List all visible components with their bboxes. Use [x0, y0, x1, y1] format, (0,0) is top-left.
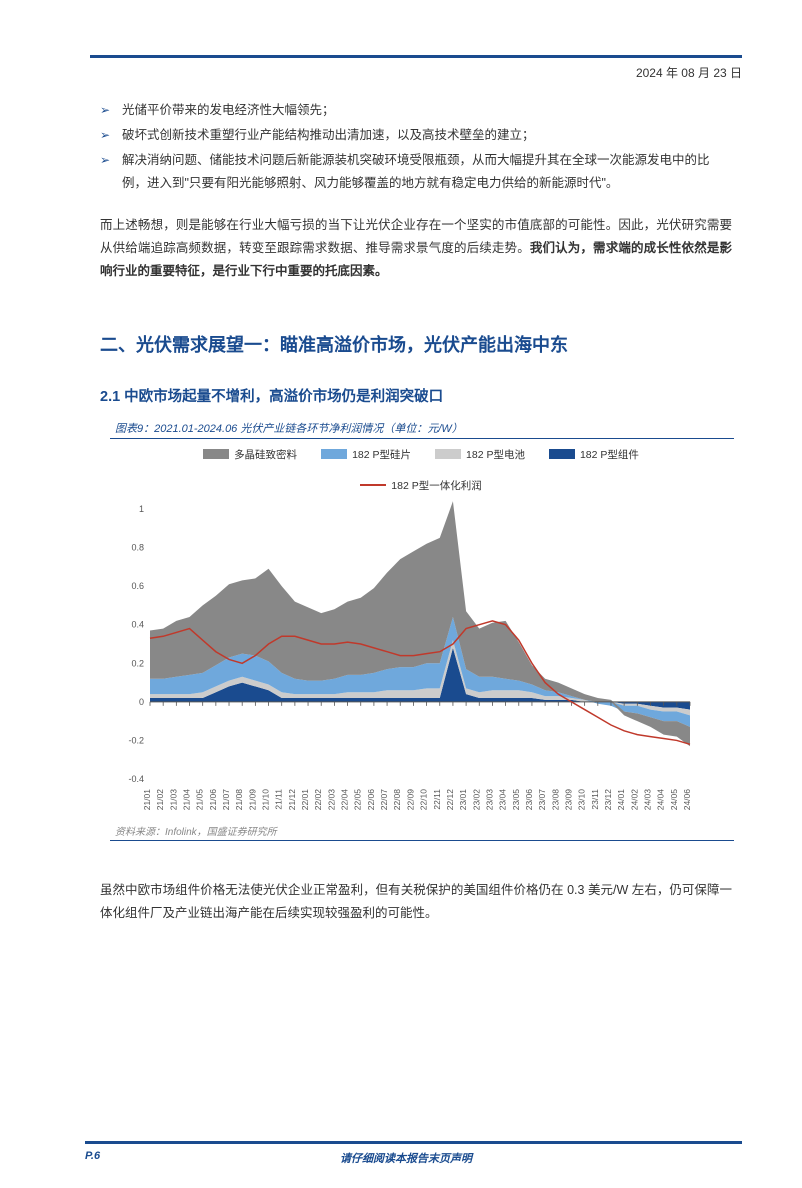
bullet-arrow-icon: ➢	[100, 99, 122, 121]
bullet-arrow-icon: ➢	[100, 124, 122, 146]
legend-swatch	[203, 449, 229, 459]
legend-label: 182 P型电池	[466, 447, 525, 462]
svg-text:21/06: 21/06	[208, 789, 218, 811]
bullet-item: ➢ 破坏式创新技术重塑行业产能结构推动出清加速，以及高技术壁垒的建立；	[100, 124, 732, 147]
legend-swatch	[360, 484, 386, 486]
svg-text:-0.2: -0.2	[128, 735, 144, 745]
legend-swatch	[321, 449, 347, 459]
svg-text:23/02: 23/02	[471, 789, 481, 811]
svg-text:24/05: 24/05	[669, 789, 679, 811]
svg-text:23/04: 23/04	[498, 789, 508, 811]
chart-caption-separator	[110, 438, 734, 439]
svg-text:-0.4: -0.4	[128, 774, 144, 784]
svg-text:23/05: 23/05	[511, 789, 521, 811]
legend-label: 182 P型硅片	[352, 447, 411, 462]
svg-text:23/09: 23/09	[563, 789, 573, 811]
svg-text:21/01: 21/01	[142, 789, 152, 811]
svg-text:23/12: 23/12	[603, 789, 613, 811]
svg-text:23/06: 23/06	[524, 789, 534, 811]
svg-text:24/01: 24/01	[616, 789, 626, 811]
chart-container: 多晶硅致密料 182 P型硅片 182 P型电池 182 P型组件 182 P型…	[110, 447, 732, 819]
svg-text:23/03: 23/03	[484, 789, 494, 811]
bullet-item: ➢ 光储平价带来的发电经济性大幅领先；	[100, 99, 732, 122]
svg-text:21/11: 21/11	[274, 789, 284, 810]
svg-text:23/07: 23/07	[537, 789, 547, 811]
legend-item: 182 P型电池	[435, 447, 525, 462]
header-date: 2024 年 08 月 23 日	[0, 64, 742, 81]
footer: P.6 请仔细阅读本报告末页声明	[0, 1150, 802, 1166]
intro-content: ➢ 光储平价带来的发电经济性大幅领先； ➢ 破坏式创新技术重塑行业产能结构推动出…	[100, 99, 732, 283]
svg-text:23/11: 23/11	[590, 789, 600, 810]
legend-item: 182 P型组件	[549, 447, 639, 462]
svg-text:22/12: 22/12	[445, 789, 455, 811]
footer-disclaimer: 请仔细阅读本报告末页声明	[340, 1150, 472, 1166]
svg-text:22/01: 22/01	[300, 789, 310, 811]
bullet-text: 解决消纳问题、储能技术问题后新能源装机突破环境受限瓶颈，从而大幅提升其在全球一次…	[122, 149, 732, 195]
svg-text:21/02: 21/02	[155, 789, 165, 811]
svg-text:22/02: 22/02	[313, 789, 323, 811]
page-number: P.6	[85, 1150, 100, 1166]
svg-text:0.8: 0.8	[131, 542, 144, 552]
svg-text:22/11: 22/11	[432, 789, 442, 810]
svg-text:0: 0	[139, 697, 144, 707]
svg-text:24/02: 24/02	[629, 789, 639, 811]
legend-label: 多晶硅致密料	[234, 447, 297, 462]
footer-spacer	[712, 1150, 742, 1166]
svg-text:23/01: 23/01	[458, 789, 468, 811]
svg-text:21/04: 21/04	[182, 789, 192, 811]
bullet-item: ➢ 解决消纳问题、储能技术问题后新能源装机突破环境受限瓶颈，从而大幅提升其在全球…	[100, 149, 732, 195]
svg-text:22/06: 22/06	[366, 789, 376, 811]
chart-source: 资料来源：Infolink，国盛证券研究所	[115, 823, 802, 838]
svg-text:22/09: 22/09	[405, 789, 415, 811]
legend-item: 多晶硅致密料	[203, 447, 297, 462]
chart-caption: 图表9：2021.01-2024.06 光伏产业链各环节净利润情况（单位：元/W…	[115, 420, 802, 436]
legend-item: 182 P型硅片	[321, 447, 411, 462]
svg-text:0.2: 0.2	[131, 658, 144, 668]
legend-swatch	[435, 449, 461, 459]
svg-text:1: 1	[139, 504, 144, 514]
paragraph-2: 虽然中欧市场组件价格无法使光伏企业正常盈利，但有关税保护的美国组件价格仍在 0.…	[100, 879, 732, 925]
paragraph-1: 而上述畅想，则是能够在行业大幅亏损的当下让光伏企业存在一个坚实的市值底部的可能性…	[100, 214, 732, 283]
chart-svg: -0.4 -0.2 0 0.2 0.4 0.6 0.8 1 21/0121/0221/03 21/…	[110, 499, 700, 819]
svg-text:22/10: 22/10	[419, 789, 429, 811]
svg-text:21/07: 21/07	[221, 789, 231, 811]
bullet-text: 光储平价带来的发电经济性大幅领先；	[122, 99, 732, 122]
svg-text:21/05: 21/05	[195, 789, 205, 811]
chart-source-separator	[110, 840, 734, 841]
svg-text:21/12: 21/12	[287, 789, 297, 811]
svg-text:22/04: 22/04	[340, 789, 350, 811]
legend-label: 182 P型一体化利润	[391, 478, 481, 493]
legend-label: 182 P型组件	[580, 447, 639, 462]
legend-swatch	[549, 449, 575, 459]
svg-text:23/08: 23/08	[550, 789, 560, 811]
bullet-arrow-icon: ➢	[100, 149, 122, 171]
svg-text:22/08: 22/08	[392, 789, 402, 811]
bullet-text: 破坏式创新技术重塑行业产能结构推动出清加速，以及高技术壁垒的建立；	[122, 124, 732, 147]
svg-text:23/10: 23/10	[577, 789, 587, 811]
legend-item: 182 P型一体化利润	[360, 478, 481, 493]
svg-text:0.4: 0.4	[131, 620, 144, 630]
footer-separator	[85, 1141, 742, 1144]
svg-text:0.6: 0.6	[131, 581, 144, 591]
svg-text:22/05: 22/05	[353, 789, 363, 811]
svg-text:24/04: 24/04	[656, 789, 666, 811]
svg-text:21/08: 21/08	[234, 789, 244, 811]
chart-legend: 多晶硅致密料 182 P型硅片 182 P型电池 182 P型组件 182 P型…	[110, 447, 732, 493]
subsection-title: 2.1 中欧市场起量不增利，高溢价市场仍是利润突破口	[100, 385, 802, 406]
svg-text:21/09: 21/09	[247, 789, 257, 811]
svg-text:21/03: 21/03	[168, 789, 178, 811]
section-title: 二、光伏需求展望一：瞄准高溢价市场，光伏产能出海中东	[100, 331, 802, 357]
svg-text:21/10: 21/10	[261, 789, 271, 811]
svg-text:22/03: 22/03	[326, 789, 336, 811]
svg-text:22/07: 22/07	[379, 789, 389, 811]
header-separator	[90, 55, 742, 58]
svg-text:24/03: 24/03	[642, 789, 652, 811]
svg-text:24/06: 24/06	[682, 789, 692, 811]
